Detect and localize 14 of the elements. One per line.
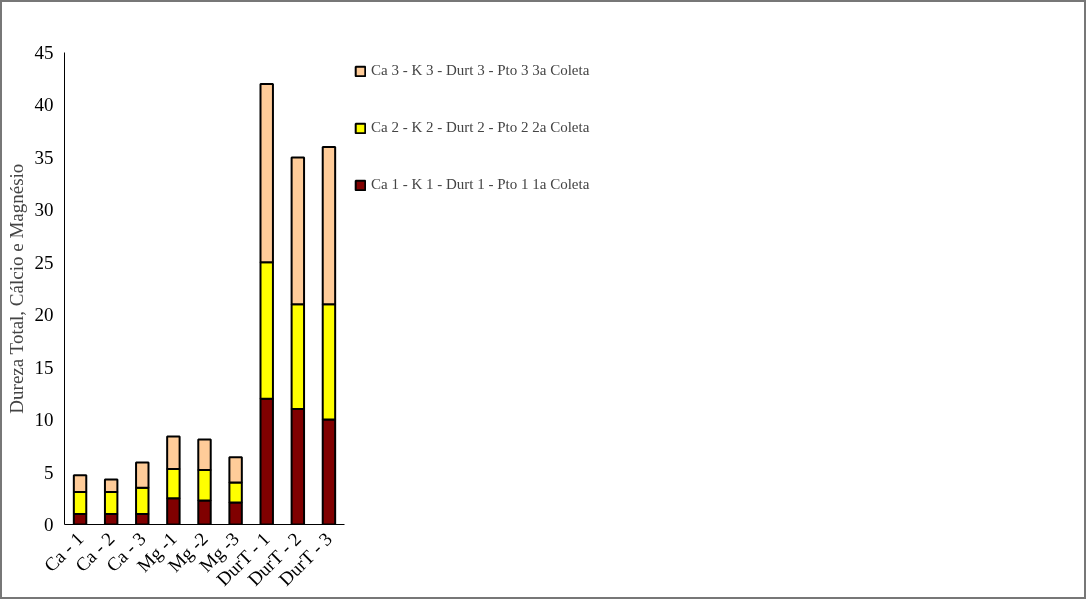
- y-tick-label: 20: [34, 304, 54, 326]
- y-tick-label: 45: [34, 42, 54, 63]
- y-tick-label: 30: [34, 199, 54, 221]
- y-tick-label: 35: [34, 146, 54, 168]
- y-tick-label: 5: [44, 461, 54, 483]
- legend-label: Ca 3 - K 3 - Durt 3 - Pto 3 3a Coleta: [371, 62, 590, 79]
- y-tick-label: 0: [44, 514, 54, 535]
- y-axis-title: Dureza Total, Cálcio e Magnésio: [5, 163, 27, 414]
- y-tick-label: 15: [34, 356, 54, 378]
- y-tick-label: 40: [34, 94, 54, 116]
- y-tick-label: 10: [34, 409, 54, 431]
- y-tick-label: 25: [34, 251, 54, 273]
- legend-label: Ca 2 - K 2 - Durt 2 - Pto 2 2a Coleta: [371, 119, 590, 136]
- legend-label: Ca 1 - K 1 - Durt 1 - Pto 1 1a Coleta: [371, 176, 590, 193]
